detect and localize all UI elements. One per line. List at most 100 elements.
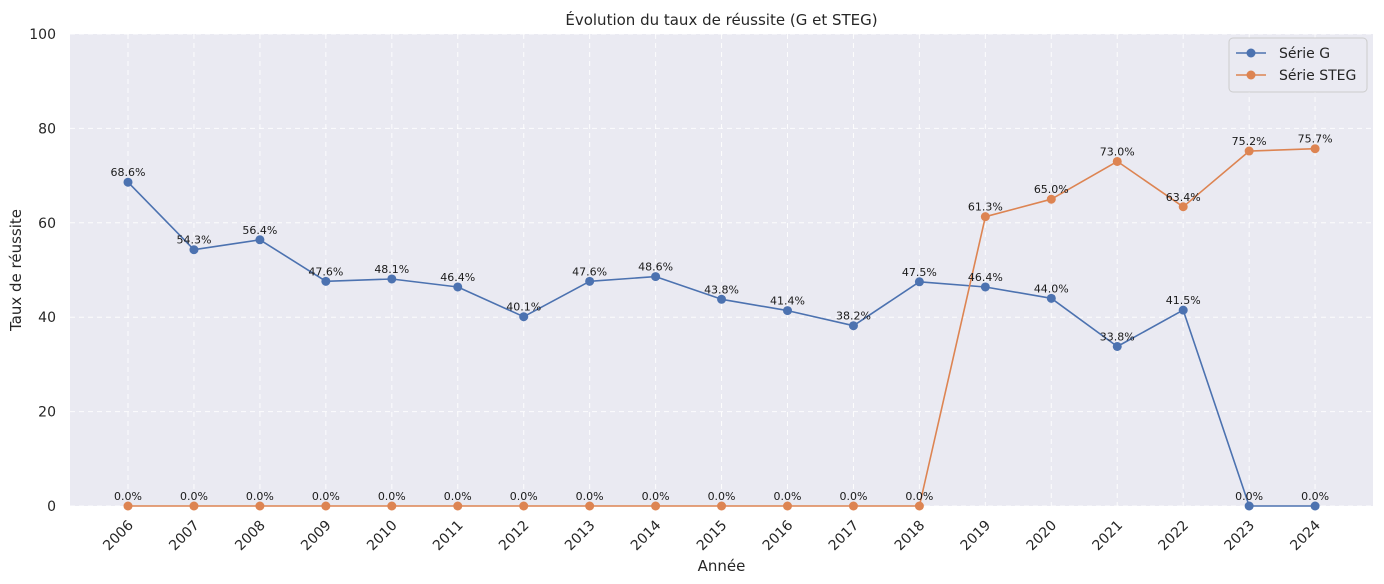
x-tick-label: 2014 [628,517,665,554]
data-point [717,294,727,304]
y-tick-label: 20 [38,405,56,421]
data-label: 44.0% [1034,282,1069,295]
data-point [453,501,463,511]
x-tick-label: 2007 [166,518,203,555]
data-label: 46.4% [968,271,1003,284]
data-point [519,501,529,511]
data-point [189,501,199,511]
x-tick-label: 2015 [694,518,731,555]
data-point [1310,144,1320,154]
chart-title: Évolution du taux de réussite (G et STEG… [565,10,877,29]
data-label: 41.5% [1166,294,1201,307]
legend: Série G Série STEG [1228,37,1368,93]
data-label: 47.6% [572,265,607,278]
data-label: 68.6% [111,166,146,179]
data-point [123,177,133,187]
x-tick-label: 2023 [1221,518,1258,555]
data-label: 0.0% [378,490,406,503]
data-label: 47.6% [308,265,343,278]
data-label: 0.0% [180,490,208,503]
data-point [1046,194,1056,204]
y-axis-label: Taux de réussite [7,209,25,332]
data-label: 0.0% [444,490,472,503]
y-tick-label: 60 [38,216,56,232]
y-axis-ticks: 0 20 40 60 80 100 [29,27,56,515]
x-tick-label: 2017 [826,518,863,555]
data-label: 48.1% [374,263,409,276]
data-label: 63.4% [1166,191,1201,204]
data-point [783,306,792,316]
y-tick-label: 100 [29,27,56,43]
data-point [651,501,661,511]
data-point [980,282,990,292]
data-label: 47.5% [902,266,937,279]
x-tick-label: 2012 [496,518,533,555]
data-point [321,501,331,511]
data-point [1046,293,1056,303]
data-label: 0.0% [1301,490,1329,503]
data-point [848,321,858,331]
data-point [123,501,133,511]
x-tick-label: 2020 [1024,518,1061,555]
data-label: 75.7% [1298,133,1333,146]
x-tick-label: 2019 [958,518,995,555]
data-point [1178,305,1188,315]
data-point [651,272,661,282]
data-label: 61.3% [968,201,1003,214]
data-point [255,501,265,511]
data-label: 56.4% [242,224,277,237]
data-label: 41.4% [770,295,805,308]
data-point [848,501,858,511]
data-label: 75.2% [1232,135,1267,148]
data-point [783,501,792,511]
data-point [387,501,397,511]
data-point [914,277,924,287]
series-layer [123,144,1320,511]
x-tick-label: 2010 [364,518,401,555]
legend-label-g: Série G [1279,46,1330,62]
data-label: 73.0% [1100,145,1135,158]
x-tick-label: 2024 [1287,517,1324,554]
data-point [189,245,199,255]
data-point [980,212,990,222]
data-point [387,274,397,284]
data-label: 0.0% [312,490,340,503]
grid-lines [70,33,1373,507]
legend-label-steg: Série STEG [1279,68,1356,84]
data-point [321,276,331,286]
legend-marker-g [1246,48,1256,58]
x-tick-label: 2018 [892,518,929,555]
data-label: 0.0% [1235,490,1263,503]
data-point [1244,501,1254,511]
x-tick-label: 2008 [232,518,269,555]
data-point [1310,501,1320,511]
data-label: 38.2% [836,310,871,323]
y-tick-label: 80 [38,121,56,137]
data-point [914,501,924,511]
data-label: 46.4% [440,271,475,284]
x-axis-ticks: 2006 2007 2008 2009 2010 2011 2012 2013 2014 2015… [100,517,1324,554]
data-label: 0.0% [905,490,933,503]
x-tick-label: 2006 [100,517,137,554]
data-label: 54.3% [176,234,211,247]
x-tick-label: 2022 [1156,518,1193,555]
data-point [453,282,463,292]
data-point [1112,156,1122,166]
x-tick-label: 2016 [760,517,797,554]
data-label: 0.0% [510,490,538,503]
data-label: 0.0% [576,490,604,503]
data-point [585,501,595,511]
legend-box [1228,37,1368,93]
x-tick-label: 2013 [562,518,599,555]
data-label: 0.0% [708,490,736,503]
data-label: 0.0% [774,490,802,503]
data-point [1244,146,1254,156]
x-tick-label: 2011 [430,518,467,555]
data-label: 40.1% [506,301,541,314]
data-point [1178,202,1188,212]
x-axis-label: Année [698,557,746,575]
legend-marker-steg [1246,70,1256,80]
data-point [255,235,265,245]
data-point [519,312,529,322]
